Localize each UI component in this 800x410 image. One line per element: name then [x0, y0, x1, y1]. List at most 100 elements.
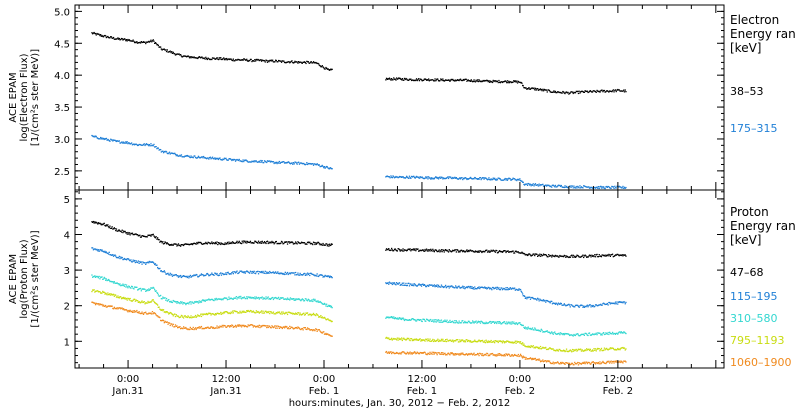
- data-point: [314, 314, 316, 316]
- data-point: [229, 242, 231, 244]
- data-point: [227, 312, 229, 315]
- data-point: [393, 338, 396, 340]
- data-point: [170, 312, 172, 314]
- data-point: [571, 185, 574, 187]
- data-point: [281, 272, 283, 275]
- data-point: [154, 146, 156, 148]
- data-point: [554, 362, 556, 364]
- data-point: [501, 322, 504, 324]
- data-point: [129, 297, 131, 300]
- data-point: [462, 78, 465, 81]
- data-point: [535, 359, 537, 361]
- data-point: [323, 303, 325, 305]
- data-point: [426, 249, 428, 251]
- data-point: [625, 301, 627, 304]
- data-point: [252, 160, 254, 163]
- data-point: [240, 242, 242, 244]
- data-point: [253, 297, 255, 300]
- data-point: [534, 89, 536, 91]
- data-point: [472, 340, 474, 343]
- data-point: [546, 360, 548, 362]
- data-point: [439, 286, 441, 288]
- data-point: [580, 186, 583, 188]
- data-point: [165, 242, 167, 244]
- data-point: [474, 81, 477, 83]
- data-point: [505, 251, 507, 254]
- data-point: [604, 362, 606, 364]
- data-point: [591, 255, 594, 257]
- data-point: [249, 296, 252, 298]
- data-point: [275, 297, 277, 299]
- data-point: [476, 80, 478, 82]
- data-point: [516, 178, 519, 181]
- data-point: [307, 61, 309, 63]
- data-point: [284, 241, 286, 243]
- data-point: [441, 353, 443, 355]
- data-point: [513, 288, 515, 290]
- data-point: [249, 324, 251, 327]
- data-point: [207, 241, 209, 243]
- data-point: [277, 271, 279, 273]
- data-point: [511, 81, 513, 84]
- data-point: [466, 178, 468, 181]
- data-point: [288, 61, 290, 63]
- data-point: [462, 79, 464, 82]
- data-point: [204, 157, 206, 159]
- data-point: [162, 152, 165, 154]
- data-point: [277, 297, 279, 299]
- data-point: [107, 292, 109, 294]
- data-point: [476, 250, 478, 253]
- data-point: [292, 241, 294, 244]
- data-point: [461, 79, 463, 82]
- data-point: [263, 324, 266, 327]
- data-point: [91, 247, 93, 249]
- data-point: [495, 179, 497, 181]
- data-point: [523, 356, 525, 358]
- data-point: [247, 324, 249, 326]
- data-point: [168, 244, 171, 246]
- data-point: [239, 59, 241, 61]
- data-point: [220, 274, 223, 276]
- data-point: [495, 286, 497, 289]
- data-point: [472, 321, 474, 323]
- data-point: [103, 291, 105, 293]
- data-point: [318, 301, 320, 303]
- data-point: [569, 92, 571, 94]
- data-point: [91, 301, 93, 303]
- data-point: [144, 262, 146, 264]
- data-point: [327, 275, 329, 277]
- data-point: [321, 332, 323, 334]
- data-point: [490, 339, 492, 342]
- data-point: [193, 316, 195, 318]
- data-point: [462, 320, 464, 322]
- data-point: [248, 241, 250, 243]
- data-point: [547, 331, 549, 333]
- data-point: [554, 349, 556, 351]
- data-point: [287, 298, 289, 300]
- data-point: [428, 249, 430, 251]
- data-point: [556, 303, 558, 305]
- data-point: [482, 355, 484, 357]
- data-point: [107, 36, 110, 39]
- data-point: [105, 225, 107, 227]
- data-point: [158, 149, 160, 151]
- data-point: [225, 297, 227, 299]
- data-point: [102, 291, 105, 293]
- data-point: [503, 250, 505, 252]
- data-point: [319, 300, 321, 303]
- data-point: [330, 320, 333, 323]
- data-point: [220, 158, 222, 161]
- data-point: [97, 223, 99, 225]
- data-point: [252, 310, 254, 312]
- data-point: [558, 363, 560, 365]
- data-point: [262, 324, 264, 327]
- data-point: [600, 304, 603, 306]
- data-point: [525, 254, 527, 256]
- data-point: [104, 138, 106, 140]
- data-point: [115, 140, 118, 143]
- data-point: [533, 329, 535, 331]
- data-point: [385, 282, 387, 284]
- data-point: [232, 326, 234, 328]
- data-point: [431, 320, 433, 322]
- data-point: [160, 46, 162, 48]
